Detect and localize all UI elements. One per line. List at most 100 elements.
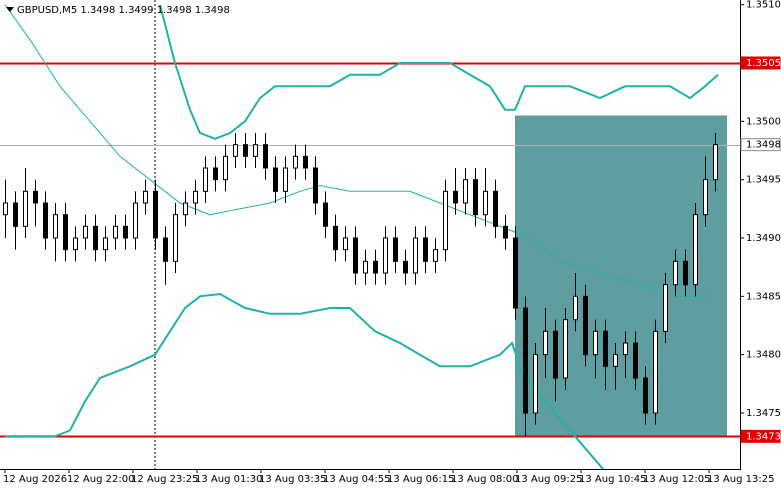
candle-body — [253, 144, 258, 157]
candle-body — [163, 237, 168, 262]
candle-body — [463, 179, 468, 204]
candle-body — [593, 330, 598, 356]
candle-body — [533, 354, 538, 414]
candle-body — [293, 155, 298, 169]
candle-body — [643, 377, 648, 414]
candle-body — [123, 225, 128, 239]
level-label-box — [740, 138, 781, 152]
candle-body — [693, 214, 698, 286]
indicator-line — [5, 292, 605, 469]
candle-body — [153, 190, 158, 239]
candle-body — [233, 144, 238, 157]
x-tick-label: 13 Aug 09:25 — [515, 474, 582, 485]
candle-body — [363, 260, 368, 274]
highlight-rectangle — [515, 115, 727, 437]
candle-body — [203, 167, 208, 192]
candle-body — [303, 155, 308, 169]
x-tick-label: 13 Aug 13:25 — [707, 474, 774, 485]
candle-body — [453, 190, 458, 204]
candle-body — [43, 202, 48, 239]
x-tick-label: 13 Aug 08:00 — [451, 474, 518, 485]
candle-body — [433, 249, 438, 262]
x-tick-label: 13 Aug 12:05 — [643, 474, 710, 485]
candle-body — [113, 225, 118, 239]
level-label-box — [740, 56, 781, 70]
candle-body — [3, 202, 8, 216]
y-tick-label: 1.3495 — [746, 175, 781, 186]
candle-body — [633, 342, 638, 379]
candle-body — [493, 190, 498, 227]
candle-body — [673, 260, 678, 286]
candle-body — [263, 144, 268, 169]
candle-body — [703, 179, 708, 216]
candle-body — [23, 190, 28, 227]
candle-body — [183, 202, 188, 216]
candle-body — [503, 225, 508, 239]
candle-body — [563, 319, 568, 379]
candle-body — [413, 237, 418, 274]
candle-body — [383, 237, 388, 274]
candle-body — [93, 225, 98, 251]
candle-body — [443, 190, 448, 251]
level-label: 1.3473 — [746, 431, 781, 442]
candle-body — [343, 237, 348, 251]
candle-body — [483, 190, 488, 216]
y-tick-label: 1.3500 — [746, 116, 781, 127]
candle-body — [73, 237, 78, 251]
plot-area — [0, 0, 740, 469]
candle-body — [623, 342, 628, 356]
candle-body — [243, 144, 248, 157]
candle-body — [603, 330, 608, 367]
candle-body — [403, 260, 408, 274]
candle-body — [103, 237, 108, 251]
candle-body — [333, 225, 338, 251]
y-tick-label: 1.3480 — [746, 350, 781, 361]
y-tick-label: 1.3485 — [746, 291, 781, 302]
y-tick-label: 1.3475 — [746, 408, 781, 419]
candle-body — [283, 167, 288, 192]
candle-body — [663, 284, 668, 332]
x-tick-label: 13 Aug 03:35 — [259, 474, 326, 485]
candle-body — [393, 237, 398, 262]
candle-body — [713, 144, 718, 181]
candle-body — [83, 225, 88, 239]
candle-body — [583, 295, 588, 356]
chart-title: GBPUSD,M5 1.3498 1.3499 1.3498 1.3498 — [17, 5, 230, 16]
candle-body — [353, 237, 358, 274]
x-tick-label: 13 Aug 06:15 — [387, 474, 454, 485]
candle-body — [573, 295, 578, 321]
candle-body — [273, 167, 278, 192]
candle-body — [143, 190, 148, 204]
level-label: 1.3498 — [746, 140, 781, 151]
level-label-box — [740, 429, 781, 443]
candle-body — [13, 202, 18, 227]
indicator-line — [159, 4, 719, 140]
x-tick-label: 13 Aug 10:45 — [579, 474, 646, 485]
indicator-line — [4, 4, 710, 297]
x-tick-label: 13 Aug 04:55 — [323, 474, 390, 485]
candle-body — [473, 179, 478, 216]
candle-body — [553, 330, 558, 379]
level-label: 1.3505 — [746, 58, 781, 69]
candle-body — [223, 155, 228, 181]
candle-body — [543, 330, 548, 356]
candle-body — [173, 214, 178, 262]
candle-body — [193, 190, 198, 204]
axes: 1.3510 1.3500 1.3495 1.3490 1.3485 1.3480 1.34… — [3, 0, 781, 485]
x-tick-label: 13 Aug 01:30 — [195, 474, 262, 485]
candle-body — [53, 214, 58, 239]
candle-body — [133, 202, 138, 239]
candle-body — [683, 260, 688, 286]
candle-body — [313, 167, 318, 204]
candle-body — [423, 237, 428, 262]
menu-triangle — [6, 7, 14, 12]
x-tick-label: 12 Aug 23:25 — [131, 474, 198, 485]
candle-body — [653, 330, 658, 414]
candle-body — [63, 214, 68, 251]
candle-body — [323, 202, 328, 227]
candle-body — [513, 237, 518, 309]
x-tick-label: 12 Aug 2026 — [3, 474, 67, 485]
candle-body — [213, 167, 218, 181]
y-tick-label: 1.3490 — [746, 233, 781, 244]
